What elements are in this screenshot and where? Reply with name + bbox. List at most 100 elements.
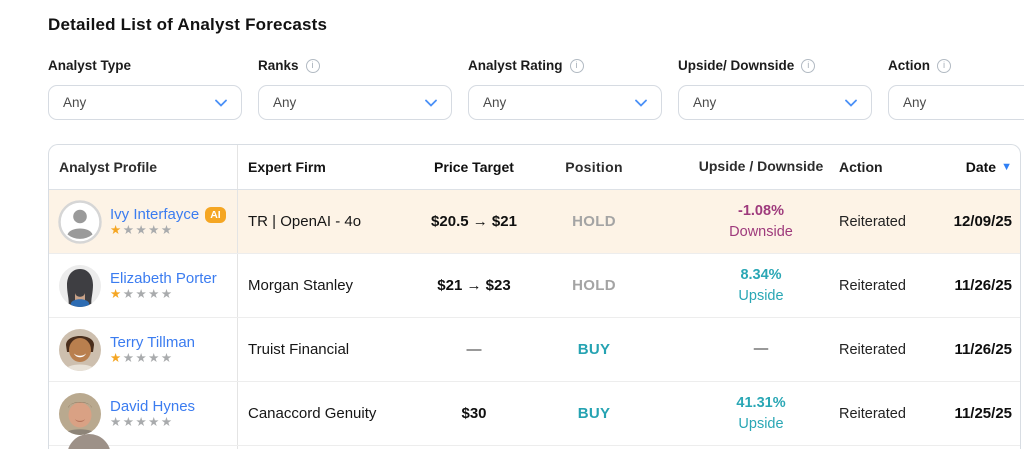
upside-percent: -1.08% xyxy=(738,203,784,220)
filter-analyst-type: Analyst Type Any xyxy=(48,58,242,120)
avatar[interactable] xyxy=(58,199,102,244)
upside-percent: 8.34% xyxy=(740,267,782,284)
col-header-position: Position xyxy=(565,159,623,175)
analyst-name-link[interactable]: David Hynes xyxy=(110,398,196,416)
analyst-name-link[interactable]: Terry Tillman xyxy=(110,334,196,352)
filter-bar: Analyst Type Any Ranks i Any Analyst Rat… xyxy=(48,58,1024,120)
upside-downside-cell: — xyxy=(646,339,836,359)
position-cell: HOLD xyxy=(572,213,616,230)
avatar[interactable] xyxy=(58,392,102,436)
position-cell: BUY xyxy=(577,341,611,358)
info-icon[interactable]: i xyxy=(937,58,951,73)
chevron-down-icon xyxy=(215,99,227,107)
action-cell: Reiterated xyxy=(839,405,906,422)
filter-ranks: Ranks i Any xyxy=(258,58,452,120)
date-cell: 11/25/25 xyxy=(954,405,1012,422)
action-dropdown[interactable]: Any xyxy=(888,85,1024,120)
chevron-down-icon xyxy=(635,99,647,107)
filter-action: Action i Any xyxy=(888,58,1024,120)
analyst-profile-cell: Elizabeth Porter ★★★★★ xyxy=(49,254,238,317)
analyst-profile-cell: Ivy Interfayce AI ★★★★★ xyxy=(49,190,238,253)
price-target-cell: — xyxy=(466,341,482,358)
sort-desc-icon[interactable]: ▼ xyxy=(1001,161,1012,173)
upside-direction-label: Upside xyxy=(738,287,784,304)
analyst-rating-dropdown[interactable]: Any xyxy=(468,85,662,120)
filter-label-text: Analyst Type xyxy=(48,58,132,73)
position-cell: HOLD xyxy=(572,277,616,294)
filter-analyst-rating: Analyst Rating i Any xyxy=(468,58,662,120)
dropdown-value: Any xyxy=(63,95,87,110)
analyst-profile-cell: David Hynes ★★★★★ xyxy=(49,382,238,445)
analyst-forecasts-table: Analyst Profile Expert Firm Price Target… xyxy=(48,144,1021,449)
upside-percent: 41.31% xyxy=(736,395,786,412)
star-rating: ★★★★★ xyxy=(110,287,174,302)
analyst-profile-cell: Terry Tillman ★★★★★ xyxy=(49,318,238,381)
filter-upside-downside-label: Upside/ Downside i xyxy=(678,58,872,73)
star-rating: ★★★★★ xyxy=(110,223,174,238)
dropdown-value: Any xyxy=(693,95,717,110)
filter-action-label: Action i xyxy=(888,58,1024,73)
table-row-partial xyxy=(49,433,1020,449)
action-cell: Reiterated xyxy=(839,341,906,358)
star-rating: ★★★★★ xyxy=(110,415,174,430)
star-rating: ★★★★★ xyxy=(110,351,174,366)
upside-downside-cell: 41.31% Upside xyxy=(646,393,836,434)
analyst-identity: Terry Tillman ★★★★★ xyxy=(110,334,195,365)
dropdown-value: Any xyxy=(273,95,297,110)
col-header-price-target: Price Target xyxy=(434,159,514,175)
analyst-identity: Elizabeth Porter ★★★★★ xyxy=(110,270,217,301)
filter-analyst-rating-label: Analyst Rating i xyxy=(468,58,662,73)
upside-downside-cell: -1.08% Downside xyxy=(646,201,836,242)
analyst-identity: Ivy Interfayce AI ★★★★★ xyxy=(110,206,226,237)
info-icon[interactable]: i xyxy=(801,58,816,73)
ranks-dropdown[interactable]: Any xyxy=(258,85,452,120)
avatar[interactable] xyxy=(58,264,102,308)
table-header-row: Analyst Profile Expert Firm Price Target… xyxy=(49,145,1020,190)
dropdown-value: Any xyxy=(483,95,507,110)
date-cell: 12/09/25 xyxy=(953,213,1012,230)
table-row: David Hynes ★★★★★ Canaccord Genuity $30 … xyxy=(49,382,1020,446)
date-cell: 11/26/25 xyxy=(954,341,1012,358)
filter-label-text: Analyst Rating xyxy=(468,58,563,73)
table-row: Ivy Interfayce AI ★★★★★ TR | OpenAI - 4o… xyxy=(49,190,1020,254)
price-target-cell: $30 xyxy=(461,405,487,422)
date-header-label: Date xyxy=(965,159,997,175)
filter-analyst-type-label: Analyst Type xyxy=(48,58,242,73)
price-target-cell: $20.5 → $21 xyxy=(431,213,517,230)
avatar[interactable] xyxy=(58,328,102,372)
table-row: Elizabeth Porter ★★★★★ Morgan Stanley $2… xyxy=(49,254,1020,318)
filter-label-text: Action xyxy=(888,58,930,73)
upside-downside-dropdown[interactable]: Any xyxy=(678,85,872,120)
expert-firm-cell: TR | OpenAI - 4o xyxy=(248,213,362,230)
info-icon[interactable]: i xyxy=(569,58,584,73)
info-icon[interactable]: i xyxy=(305,58,320,73)
action-cell: Reiterated xyxy=(839,277,906,294)
analyst-name-link[interactable]: Elizabeth Porter xyxy=(110,270,217,288)
col-header-analyst-profile: Analyst Profile xyxy=(49,145,238,189)
expert-firm-cell: Truist Financial xyxy=(248,341,350,358)
col-header-expert-firm: Expert Firm xyxy=(248,159,326,175)
dropdown-value: Any xyxy=(903,95,927,110)
analyst-name-link[interactable]: Ivy Interfayce xyxy=(110,206,200,224)
analyst-type-dropdown[interactable]: Any xyxy=(48,85,242,120)
chevron-down-icon xyxy=(845,99,857,107)
analyst-identity: David Hynes ★★★★★ xyxy=(110,398,195,429)
position-cell: BUY xyxy=(577,405,611,422)
action-cell: Reiterated xyxy=(839,213,906,230)
upside-direction-label: Downside xyxy=(729,223,793,240)
table-row: Terry Tillman ★★★★★ Truist Financial — B… xyxy=(49,318,1020,382)
col-header-upside-downside: Upside / Downside xyxy=(698,158,824,175)
analyst-profile-cell xyxy=(49,433,238,449)
expert-firm-cell: Morgan Stanley xyxy=(248,277,354,294)
expert-firm-cell: Canaccord Genuity xyxy=(248,405,377,422)
date-cell: 11/26/25 xyxy=(954,277,1012,294)
ai-badge: AI xyxy=(205,206,226,223)
col-header-action: Action xyxy=(839,159,883,175)
filter-label-text: Ranks xyxy=(258,58,299,73)
col-header-date[interactable]: Date ▼ xyxy=(936,159,1020,175)
filter-label-text: Upside/ Downside xyxy=(678,58,795,73)
price-target-cell: $21 → $23 xyxy=(437,277,511,294)
upside-downside-cell: 8.34% Upside xyxy=(646,265,836,306)
upside-percent: — xyxy=(753,341,769,358)
